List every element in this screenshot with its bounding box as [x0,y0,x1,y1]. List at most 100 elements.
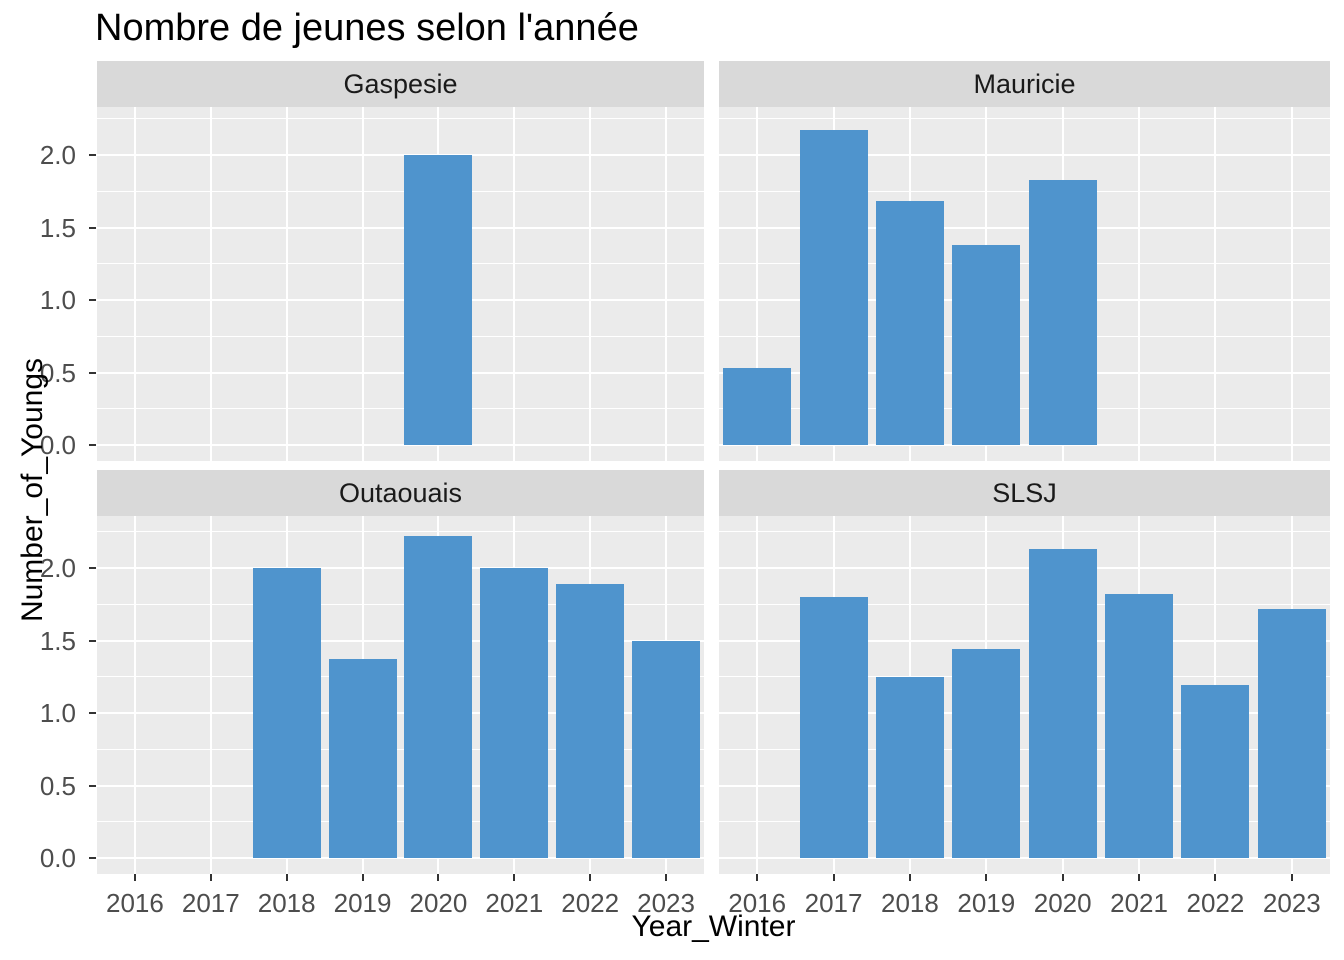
bar-2018 [875,201,944,445]
gridline-minor-horizontal [97,676,704,678]
y-tick-label: 0.5 [39,357,76,388]
gridline-major-horizontal [97,857,704,859]
facet-strip-label: Outaouais [338,477,463,508]
y-tick-label: 2.0 [39,553,76,583]
x-axis-left-column: 2016 2017 2018 2019 2020 2021 2022 2023 [97,874,704,930]
bar-2022 [1181,685,1250,858]
y-axis-top-row: 0.0 0.5 1.0 1.5 2.0 [30,107,96,461]
gridline-major-vertical [1138,107,1141,461]
gridline-major-horizontal [719,154,1330,156]
gridline-major-vertical [756,107,759,461]
gridline-major-horizontal [719,639,1330,642]
bar-2020 [1028,549,1097,858]
x-tick-mark [209,874,212,881]
x-tick-mark [361,874,364,881]
gridline-minor-horizontal [719,263,1330,265]
gridline-major-vertical [589,107,592,461]
gridline-major-vertical [1290,107,1293,461]
gridline-major-horizontal [719,857,1330,859]
x-tick-mark [665,874,668,881]
bar-2020 [404,536,473,858]
x-tick-mark [1290,874,1293,881]
x-tick-label: 2021 [1110,888,1168,918]
bar-2018 [875,676,944,858]
gridline-major-horizontal [97,371,704,374]
y-tick-mark [89,639,96,642]
bar-2019 [952,649,1021,858]
y-tick-label: 1.0 [39,285,76,315]
x-tick-label: 2018 [257,888,316,918]
gridline-major-horizontal [97,444,704,446]
gridline-major-horizontal [719,371,1330,374]
gridline-major-vertical [285,107,288,461]
gridline-minor-horizontal [97,190,704,192]
bar-2023 [1257,608,1326,858]
gridline-major-horizontal [97,226,704,229]
x-tick-label: 2022 [1186,888,1245,918]
y-tick-mark [89,857,96,859]
x-tick-mark [1061,874,1064,881]
gridline-major-horizontal [719,567,1330,569]
gridline-major-vertical [756,516,759,874]
x-tick-label: 2021 [485,888,544,918]
gridline-major-horizontal [719,784,1330,787]
gridline-major-vertical [209,516,212,874]
gridline-major-horizontal [719,299,1330,301]
y-tick-mark [89,712,96,714]
x-tick-mark [756,874,759,881]
gridline-minor-horizontal [719,190,1330,192]
x-tick-mark [513,874,516,881]
x-tick-label: 2019 [333,888,392,918]
x-tick-mark [1138,874,1141,881]
gridline-major-horizontal [719,444,1330,446]
bar-2023 [632,640,701,858]
gridline-major-horizontal [97,299,704,301]
gridline-major-vertical [1214,107,1217,461]
gridline-major-horizontal [97,639,704,642]
facet-strip-gaspesie: Gaspesie [97,61,704,107]
x-tick-mark [285,874,288,881]
bar-2020 [1028,179,1097,445]
gridline-major-horizontal [97,784,704,787]
gridline-minor-horizontal [719,408,1330,410]
gridline-major-horizontal [719,226,1330,229]
x-tick-label: 2016 [728,888,787,918]
x-tick-mark [589,874,592,881]
x-tick-label: 2019 [957,888,1016,918]
gridline-major-horizontal [97,154,704,156]
gridline-minor-horizontal [97,263,704,265]
facet-strip-label: SLSJ [992,477,1057,508]
gridline-major-vertical [665,107,668,461]
facet-strip-label: Mauricie [973,68,1076,99]
y-tick-mark [89,154,96,156]
x-tick-mark [133,874,136,881]
gridline-minor-horizontal [97,603,704,605]
facet-strip-mauricie: Mauricie [719,61,1330,107]
x-tick-label: 2018 [881,888,939,918]
x-tick-label: 2022 [561,888,620,918]
x-tick-mark [1214,874,1217,881]
y-axis-bottom-row: 0.0 0.5 1.0 1.5 2.0 [30,516,96,874]
bar-2018 [252,568,321,858]
bar-2019 [328,659,397,858]
x-tick-label: 2023 [1262,888,1321,918]
bar-2017 [799,130,868,445]
x-tick-mark [908,874,911,881]
gridline-minor-horizontal [97,335,704,337]
facet-panel-outaouais [97,516,704,874]
y-tick-mark [89,567,96,569]
y-tick-label: 2.0 [39,140,76,170]
y-tick-label: 1.5 [39,212,76,243]
y-tick-label: 0.0 [39,843,76,873]
y-tick-mark [89,371,96,374]
bar-2017 [799,597,868,858]
x-tick-label: 2017 [181,888,240,918]
gridline-major-horizontal [97,712,704,714]
y-tick-mark [89,784,96,787]
bar-2021 [480,568,549,858]
gridline-minor-horizontal [719,531,1330,533]
facet-strip-slsj: SLSJ [719,470,1330,516]
x-tick-label: 2016 [106,888,164,918]
y-axis-title: Number_of_Youngs [16,357,49,623]
